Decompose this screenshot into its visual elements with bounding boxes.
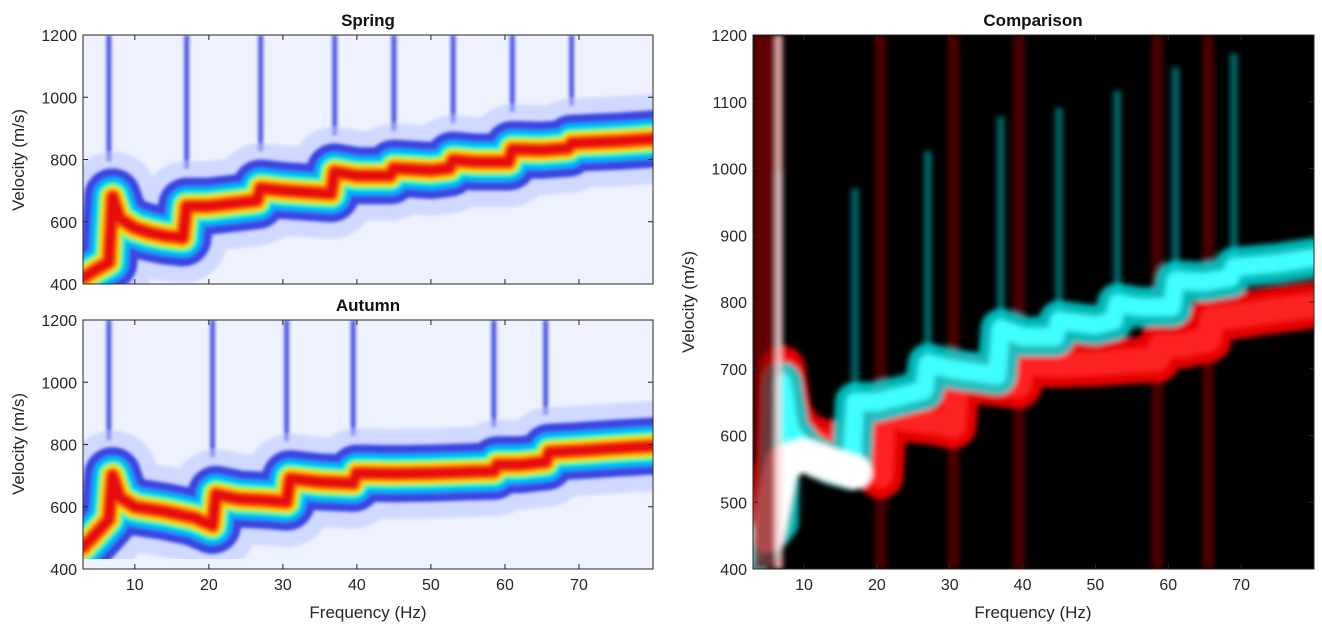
comparison-cyan-streak (851, 188, 859, 403)
comparison-title: Comparison (983, 11, 1082, 30)
comparison-cyan-streak (1055, 107, 1063, 322)
comparison-cyan-streak (1113, 90, 1122, 305)
y-tick-label: 1000 (711, 162, 747, 179)
y-tick-label: 1000 (41, 375, 77, 392)
y-tick-label: 1200 (41, 313, 77, 330)
x-tick-label: 20 (200, 577, 218, 594)
autumn-title: Autumn (336, 296, 400, 315)
x-tick-label: 10 (795, 577, 813, 594)
comparison-x-axis-label: Frequency (Hz) (974, 603, 1091, 622)
y-tick-label: 400 (50, 277, 77, 294)
comparison-panel: Comparison 400 500 600 700 800 900 1000 1100 120… (679, 11, 1315, 622)
y-tick-label: 500 (720, 495, 747, 512)
x-tick-label: 30 (274, 577, 292, 594)
x-tick-label: 20 (868, 577, 886, 594)
x-tick-label: 70 (1232, 577, 1250, 594)
x-tick-label: 50 (422, 577, 440, 594)
x-tick-label: 50 (1087, 577, 1105, 594)
y-tick-label: 1000 (41, 90, 77, 107)
autumn-x-ticks: 10 20 30 40 50 60 70 (126, 320, 588, 594)
comparison-y-ticks: 400 500 600 700 800 900 1000 1100 1200 (711, 28, 1314, 579)
dispersion-band (83, 134, 653, 283)
y-tick-label: 1200 (711, 28, 747, 45)
y-tick-label: 700 (720, 362, 747, 379)
comparison-heatmap (753, 35, 1314, 569)
y-tick-label: 1100 (713, 95, 748, 112)
y-tick-label: 900 (720, 228, 747, 245)
y-tick-label: 800 (720, 295, 747, 312)
spring-x-ticks (134, 35, 580, 284)
spring-title: Spring (341, 11, 395, 30)
autumn-heatmap (83, 320, 653, 569)
comparison-cyan-streak (1229, 53, 1238, 267)
comparison-cyan-streak (996, 116, 1005, 331)
comparison-red-streak (947, 35, 960, 569)
comparison-red-streak (1012, 35, 1025, 569)
x-tick-label: 60 (496, 577, 514, 594)
x-tick-label: 30 (941, 577, 959, 594)
autumn-y-ticks: 400 600 800 1000 1200 (41, 313, 653, 579)
autumn-x-axis-label: Frequency (Hz) (309, 603, 426, 622)
x-tick-label: 60 (1159, 577, 1177, 594)
y-tick-label: 400 (50, 562, 77, 579)
x-tick-label: 40 (1014, 577, 1032, 594)
dispersion-band (83, 441, 653, 553)
y-tick-label: 600 (50, 500, 77, 517)
x-tick-label: 40 (348, 577, 366, 594)
spring-panel: Spring 400 600 800 1000 1200 Velocity (m/s) (9, 11, 654, 294)
spring-heatmap (83, 35, 653, 284)
y-tick-label: 800 (50, 153, 77, 170)
comparison-x-ticks: 10 20 30 40 50 60 70 (795, 35, 1250, 594)
spring-y-ticks: 400 600 800 1000 1200 (41, 28, 653, 294)
autumn-y-axis-label: Velocity (m/s) (9, 393, 28, 495)
y-tick-label: 800 (50, 438, 77, 455)
x-tick-label: 10 (126, 577, 144, 594)
y-tick-label: 400 (720, 562, 747, 579)
y-tick-label: 600 (720, 429, 747, 446)
comparison-left-band (753, 35, 775, 569)
y-tick-label: 1200 (41, 28, 77, 45)
comparison-cyan-streak (923, 150, 932, 365)
comparison-cyan-streak (1171, 67, 1180, 281)
spring-y-axis-label: Velocity (m/s) (9, 109, 28, 211)
x-tick-label: 70 (570, 577, 588, 594)
comparison-y-axis-label: Velocity (m/s) (679, 251, 698, 353)
y-tick-label: 600 (50, 215, 77, 232)
